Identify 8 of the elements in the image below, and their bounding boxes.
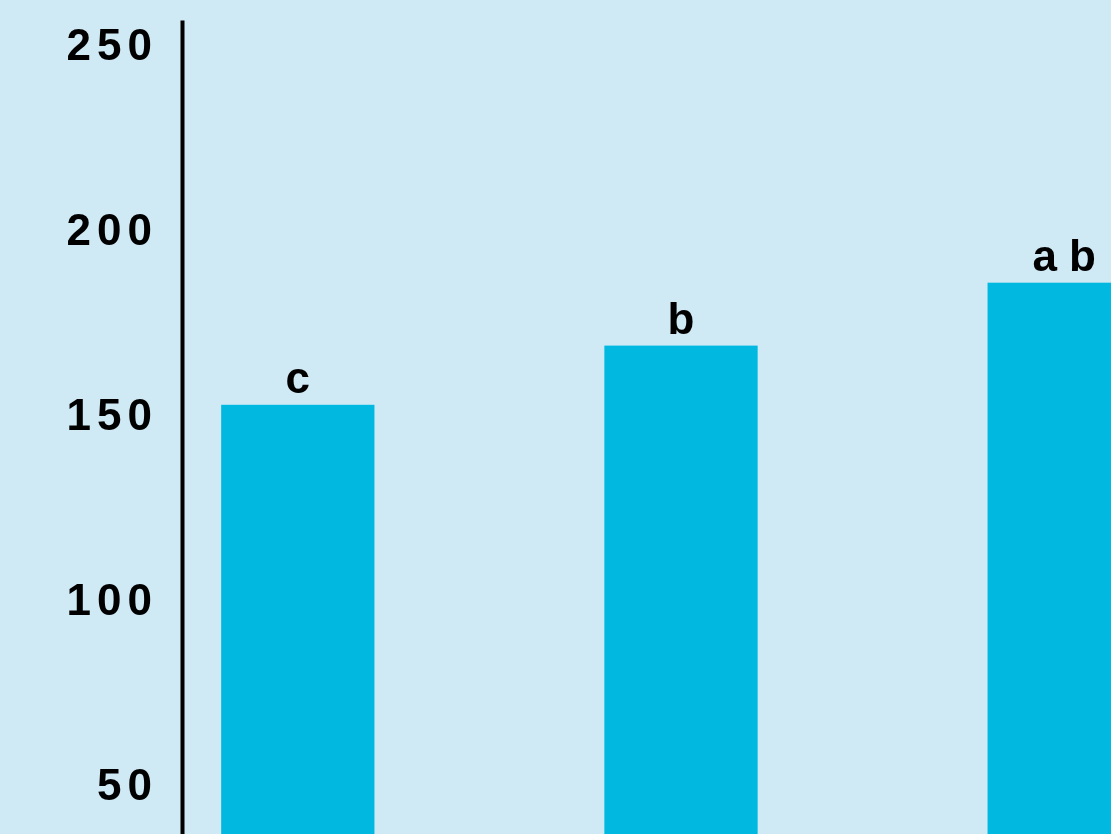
y-tick-label: 250	[66, 20, 158, 70]
y-tick-label: 200	[66, 205, 158, 255]
annotation: c	[285, 352, 311, 402]
y-tick-label: 50	[97, 760, 158, 810]
annotation: b	[667, 293, 695, 343]
y-tick-label: 100	[66, 575, 158, 625]
y-tick-label: 150	[66, 390, 158, 440]
annotation: a b	[1032, 230, 1096, 280]
